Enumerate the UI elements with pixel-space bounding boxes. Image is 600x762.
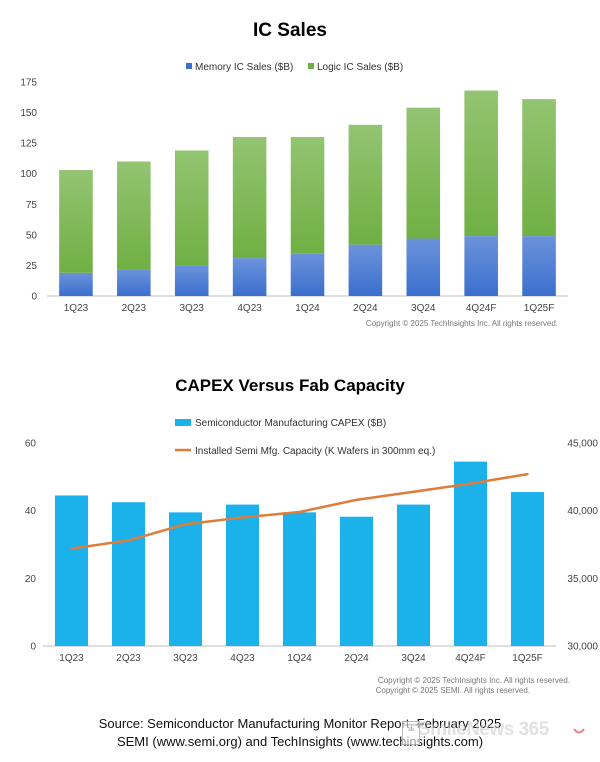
x-tick-label: 4Q23 xyxy=(230,653,255,664)
y-right-tick-label: 35,000 xyxy=(567,574,598,585)
ic-sales-chart: IC Sales Memory IC Sales ($B) Logic IC S… xyxy=(20,20,568,328)
bar-logic-3Q24 xyxy=(406,107,441,239)
legend-label-capacity: Installed Semi Mfg. Capacity (K Wafers i… xyxy=(195,446,435,457)
point-capacity-1Q25F xyxy=(526,472,529,476)
bar-memory-4Q24F xyxy=(464,236,498,296)
y-tick-label: 0 xyxy=(31,292,37,303)
watermark-text: SmileNews 365 xyxy=(418,719,549,740)
bar-capex-1Q24 xyxy=(282,512,317,646)
bar-logic-1Q25F xyxy=(522,99,556,237)
point-capacity-2Q23 xyxy=(127,539,130,542)
source-line-1: Source: Semiconductor Manufacturing Moni… xyxy=(98,716,502,731)
source-line-2: SEMI (www.semi.org) and TechInsights (ww… xyxy=(116,734,484,749)
x-tick-label: 1Q23 xyxy=(59,653,84,664)
capex-capacity-chart: CAPEX Versus Fab Capacity Semiconductor … xyxy=(25,376,599,695)
x-tick-label: 3Q24 xyxy=(401,653,426,664)
bar-logic-3Q23 xyxy=(174,150,209,266)
y-tick-label: 50 xyxy=(26,230,38,241)
legend-swatch-memory xyxy=(186,63,192,69)
y-tick-label: 150 xyxy=(20,108,37,119)
ic-sales-legend: Memory IC Sales ($B) Logic IC Sales ($B) xyxy=(186,62,403,73)
bar-capex-1Q25F xyxy=(510,492,545,646)
x-tick-label: 1Q24 xyxy=(295,303,320,314)
bar-memory-1Q23 xyxy=(59,272,93,296)
x-tick-label: 4Q24F xyxy=(466,303,497,314)
legend-swatch-logic xyxy=(308,63,314,69)
legend-label-capex: Semiconductor Manufacturing CAPEX ($B) xyxy=(195,418,386,429)
bar-logic-4Q23 xyxy=(232,137,267,259)
bar-memory-1Q24 xyxy=(290,253,325,296)
smile-icon xyxy=(573,728,585,734)
ic-sales-copyright: Copyright © 2025 TechInsights Inc. All r… xyxy=(366,319,558,328)
x-tick-label: 2Q24 xyxy=(353,303,378,314)
bar-capex-4Q24F xyxy=(453,461,488,646)
watermark-logo: SmileNews 365 xyxy=(402,721,423,745)
source-note: Source: Semiconductor Manufacturing Moni… xyxy=(0,715,600,751)
bar-memory-3Q23 xyxy=(174,265,209,296)
y-tick-label: 25 xyxy=(26,261,38,272)
y-left-tick-label: 0 xyxy=(30,642,36,653)
y-left-tick-label: 60 xyxy=(25,439,37,450)
bar-memory-2Q24 xyxy=(348,244,383,296)
y-tick-label: 100 xyxy=(20,169,37,180)
x-tick-label: 3Q23 xyxy=(173,653,198,664)
point-capacity-3Q23 xyxy=(184,523,187,526)
bar-capex-3Q24 xyxy=(396,504,431,646)
point-capacity-4Q24F xyxy=(469,482,472,485)
x-tick-label: 2Q24 xyxy=(344,653,369,664)
capex-title: CAPEX Versus Fab Capacity xyxy=(175,376,405,395)
x-tick-label: 1Q23 xyxy=(64,303,89,314)
legend-label-memory: Memory IC Sales ($B) xyxy=(195,62,293,73)
bar-logic-4Q24F xyxy=(464,90,498,237)
y-right-tick-label: 30,000 xyxy=(567,642,598,653)
y-left-tick-label: 40 xyxy=(25,506,37,517)
bar-memory-2Q23 xyxy=(117,269,151,296)
point-capacity-3Q24 xyxy=(412,490,415,493)
y-left-tick-label: 20 xyxy=(25,574,37,585)
y-tick-label: 125 xyxy=(20,139,37,150)
bar-capex-2Q24 xyxy=(339,516,374,646)
x-tick-label: 4Q23 xyxy=(237,303,262,314)
x-tick-label: 1Q24 xyxy=(287,653,312,664)
point-capacity-2Q24 xyxy=(355,498,358,502)
bar-capex-3Q23 xyxy=(168,512,203,646)
point-capacity-4Q23 xyxy=(241,516,244,519)
capex-copyright-semi: Copyright © 2025 SEMI. All rights reserv… xyxy=(376,686,530,695)
bar-logic-2Q24 xyxy=(348,124,383,245)
x-tick-label: 2Q23 xyxy=(122,303,147,314)
x-tick-label: 2Q23 xyxy=(116,653,141,664)
bar-capex-4Q23 xyxy=(225,504,260,646)
x-tick-label: 1Q25F xyxy=(524,303,555,314)
capex-copyright-techinsights: Copyright © 2025 TechInsights Inc. All r… xyxy=(378,676,570,685)
legend-label-logic: Logic IC Sales ($B) xyxy=(317,62,403,73)
bar-logic-1Q23 xyxy=(59,170,93,273)
legend-swatch-capex xyxy=(175,419,191,426)
x-tick-label: 4Q24F xyxy=(455,653,486,664)
bar-memory-1Q25F xyxy=(522,236,556,296)
bar-memory-3Q24 xyxy=(406,238,441,296)
y-tick-label: 175 xyxy=(20,78,37,89)
bar-capex-2Q23 xyxy=(111,502,146,646)
y-right-tick-label: 40,000 xyxy=(567,506,598,517)
x-tick-label: 3Q23 xyxy=(179,303,204,314)
point-capacity-1Q23 xyxy=(70,547,73,550)
x-tick-label: 3Q24 xyxy=(411,303,436,314)
point-capacity-1Q24 xyxy=(298,510,301,514)
ic-sales-title: IC Sales xyxy=(253,20,327,41)
bar-capex-1Q23 xyxy=(54,495,89,646)
x-tick-label: 1Q25F xyxy=(512,653,543,664)
y-right-tick-label: 45,000 xyxy=(567,439,598,450)
bar-logic-2Q23 xyxy=(117,161,151,270)
bar-logic-1Q24 xyxy=(290,137,325,254)
y-tick-label: 75 xyxy=(26,200,38,211)
bar-memory-4Q23 xyxy=(232,258,267,296)
capex-legend: Semiconductor Manufacturing CAPEX ($B) I… xyxy=(175,418,435,457)
